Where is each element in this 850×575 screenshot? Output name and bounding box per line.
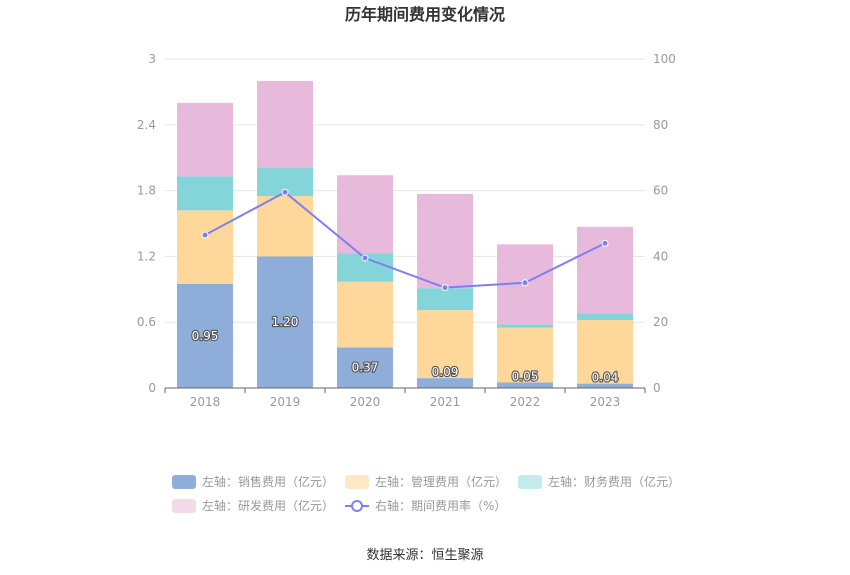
bar-segment <box>417 288 473 311</box>
bar-segment <box>177 283 233 388</box>
bars-group: 0.95 1.20 0.37 0.09 0.05 0.04 <box>177 80 633 388</box>
bar-segment <box>177 102 233 177</box>
x-tick-label: 2021 <box>430 395 461 409</box>
rate-line-group <box>201 188 609 292</box>
axes-group: 0 0 0.6 20 1.2 40 1.8 60 2.4 80 3 100 2018 2019 2020 20… <box>137 52 676 409</box>
legend-marker-swatch <box>351 500 363 512</box>
rate-point <box>521 279 529 287</box>
x-tick-label: 2018 <box>190 395 221 409</box>
bar-segment <box>577 313 633 321</box>
bar-segment <box>417 310 473 379</box>
rate-point <box>601 239 609 247</box>
legend-label: 左轴：研发费用（亿元） <box>202 498 334 513</box>
y-right-tick-label: 40 <box>653 249 668 263</box>
legend-swatch <box>518 475 542 489</box>
chart-title: 历年期间费用变化情况 <box>345 5 505 24</box>
bar-data-label: 0.04 <box>592 371 619 385</box>
x-tick-label: 2019 <box>270 395 301 409</box>
bar-data-label: 0.05 <box>512 370 539 384</box>
x-tick-label: 2020 <box>350 395 381 409</box>
rate-point <box>361 254 369 262</box>
bar-data-label: 0.09 <box>432 365 459 379</box>
bar-segment <box>577 383 633 388</box>
bar-segment <box>337 347 393 388</box>
bar-data-label: 0.95 <box>192 329 219 343</box>
bar-segment <box>337 281 393 348</box>
bar-segment <box>577 320 633 384</box>
legend-label: 左轴：管理费用（亿元） <box>375 474 507 489</box>
legend: 左轴：销售费用（亿元） 左轴：管理费用（亿元） 左轴：财务费用（亿元） 左轴：研发费用… <box>172 474 680 513</box>
legend-swatch <box>345 475 369 489</box>
rate-line <box>204 191 606 289</box>
y-right-tick-label: 100 <box>653 52 676 66</box>
y-left-tick-label: 0.6 <box>137 315 156 329</box>
data-source: 数据来源：恒生聚源 <box>366 548 483 563</box>
y-left-tick-label: 1.8 <box>137 184 156 198</box>
bar-segment <box>497 327 553 383</box>
y-right-tick-label: 0 <box>653 381 661 395</box>
bar-segment <box>257 196 313 257</box>
bar-segment <box>497 382 553 388</box>
y-right-tick-label: 20 <box>653 315 668 329</box>
y-left-tick-label: 0 <box>148 381 156 395</box>
legend-label: 左轴：销售费用（亿元） <box>202 474 334 489</box>
bar-segment <box>257 80 313 168</box>
legend-label: 左轴：财务费用（亿元） <box>548 474 680 489</box>
x-tick-label: 2022 <box>510 395 541 409</box>
y-right-tick-label: 80 <box>653 118 668 132</box>
y-right-tick-label: 60 <box>653 184 668 198</box>
bar-segment <box>177 210 233 284</box>
bar-segment <box>257 256 313 388</box>
grid-lines <box>165 58 645 323</box>
bar-segment <box>337 175 393 254</box>
y-left-tick-label: 2.4 <box>137 118 156 132</box>
x-tick-label: 2023 <box>590 395 621 409</box>
y-left-tick-label: 1.2 <box>137 249 156 263</box>
bar-segment <box>497 324 553 328</box>
rate-point <box>281 188 289 196</box>
legend-swatch <box>172 499 196 513</box>
bar-data-label: 1.20 <box>272 315 299 329</box>
y-left-tick-label: 3 <box>148 52 156 66</box>
rate-point <box>441 284 449 292</box>
bar-segment <box>417 378 473 388</box>
bar-segment <box>417 193 473 289</box>
bar-data-label: 0.37 <box>352 361 379 375</box>
legend-label: 右轴：期间费用率（%） <box>375 498 506 513</box>
legend-swatch <box>172 475 196 489</box>
rate-point <box>201 231 209 239</box>
bar-segment <box>177 176 233 211</box>
